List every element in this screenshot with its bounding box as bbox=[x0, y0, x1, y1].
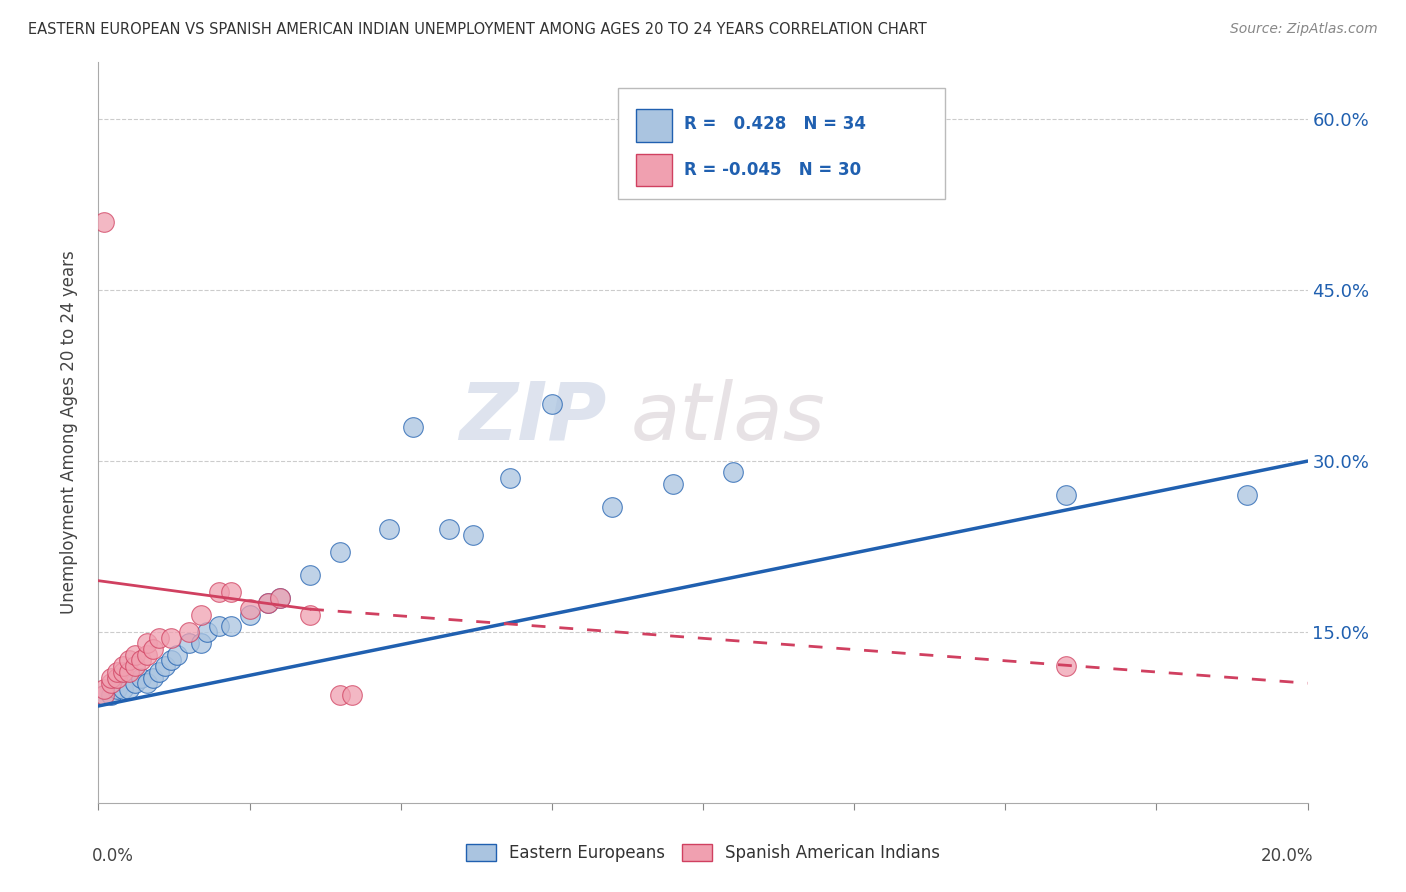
Text: atlas: atlas bbox=[630, 379, 825, 457]
Text: 0.0%: 0.0% bbox=[93, 847, 134, 865]
Point bbox=[148, 665, 170, 679]
Point bbox=[208, 585, 231, 599]
Point bbox=[190, 607, 212, 622]
Point bbox=[190, 636, 212, 650]
Point bbox=[142, 642, 165, 657]
Point bbox=[602, 500, 624, 514]
Point bbox=[111, 659, 134, 673]
Point bbox=[329, 545, 352, 559]
Point bbox=[135, 636, 157, 650]
Point bbox=[93, 681, 115, 696]
Point bbox=[195, 624, 218, 639]
Point bbox=[93, 688, 115, 702]
Point bbox=[342, 688, 364, 702]
Point bbox=[179, 624, 201, 639]
Text: Source: ZipAtlas.com: Source: ZipAtlas.com bbox=[1230, 22, 1378, 37]
Point bbox=[239, 607, 262, 622]
Point bbox=[402, 420, 425, 434]
Point bbox=[118, 653, 141, 667]
Point bbox=[437, 523, 460, 537]
Text: 20.0%: 20.0% bbox=[1261, 847, 1313, 865]
Point bbox=[299, 607, 322, 622]
Text: R =   0.428   N = 34: R = 0.428 N = 34 bbox=[683, 115, 866, 133]
FancyBboxPatch shape bbox=[637, 109, 672, 142]
Text: EASTERN EUROPEAN VS SPANISH AMERICAN INDIAN UNEMPLOYMENT AMONG AGES 20 TO 24 YEA: EASTERN EUROPEAN VS SPANISH AMERICAN IND… bbox=[28, 22, 927, 37]
Point bbox=[111, 665, 134, 679]
Point bbox=[239, 602, 262, 616]
Point bbox=[153, 659, 176, 673]
Point bbox=[269, 591, 291, 605]
Point bbox=[124, 648, 146, 662]
FancyBboxPatch shape bbox=[637, 153, 672, 186]
Point bbox=[135, 648, 157, 662]
Point bbox=[221, 585, 243, 599]
Y-axis label: Unemployment Among Ages 20 to 24 years: Unemployment Among Ages 20 to 24 years bbox=[59, 251, 77, 615]
Point bbox=[105, 665, 128, 679]
Point bbox=[135, 676, 157, 690]
Point bbox=[129, 653, 152, 667]
Point bbox=[377, 523, 399, 537]
Point bbox=[118, 665, 141, 679]
Text: ZIP: ZIP bbox=[458, 379, 606, 457]
Point bbox=[124, 676, 146, 690]
Point bbox=[160, 653, 183, 667]
Point bbox=[540, 397, 562, 411]
Point bbox=[148, 631, 170, 645]
Point bbox=[124, 659, 146, 673]
Point bbox=[256, 597, 278, 611]
Point bbox=[105, 671, 128, 685]
Point bbox=[221, 619, 243, 633]
Point bbox=[129, 671, 152, 685]
Point bbox=[179, 636, 201, 650]
Point bbox=[1054, 488, 1077, 502]
Point bbox=[661, 476, 683, 491]
Point bbox=[208, 619, 231, 633]
Point bbox=[100, 688, 122, 702]
Point bbox=[463, 528, 485, 542]
Point bbox=[100, 676, 122, 690]
Point bbox=[329, 688, 352, 702]
Point bbox=[111, 681, 134, 696]
Point bbox=[299, 568, 322, 582]
Point bbox=[118, 681, 141, 696]
Point bbox=[498, 471, 520, 485]
Point bbox=[256, 597, 278, 611]
Point bbox=[1054, 659, 1077, 673]
Point bbox=[1236, 488, 1258, 502]
Point bbox=[723, 466, 745, 480]
Point bbox=[269, 591, 291, 605]
Point bbox=[93, 215, 115, 229]
Point bbox=[166, 648, 188, 662]
Legend: Eastern Europeans, Spanish American Indians: Eastern Europeans, Spanish American Indi… bbox=[460, 837, 946, 869]
Point bbox=[100, 671, 122, 685]
Point bbox=[160, 631, 183, 645]
Point bbox=[142, 671, 165, 685]
Text: R = -0.045   N = 30: R = -0.045 N = 30 bbox=[683, 161, 860, 178]
Point bbox=[93, 688, 115, 702]
Point bbox=[105, 681, 128, 696]
FancyBboxPatch shape bbox=[619, 88, 945, 200]
